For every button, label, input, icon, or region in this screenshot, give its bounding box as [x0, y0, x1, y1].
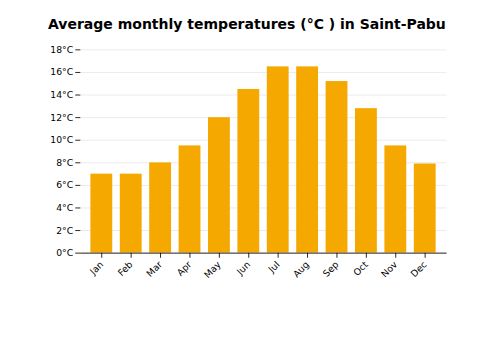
svg-text:Sep: Sep [320, 259, 340, 279]
svg-text:Oct: Oct [351, 259, 370, 278]
svg-text:Apr: Apr [174, 259, 193, 278]
svg-text:Feb: Feb [115, 259, 134, 278]
svg-text:Dec: Dec [408, 259, 428, 279]
svg-text:Jun: Jun [234, 259, 253, 278]
svg-text:Mar: Mar [144, 259, 164, 279]
svg-text:8°C: 8°C [56, 157, 73, 168]
svg-text:6°C: 6°C [56, 179, 73, 190]
svg-text:12°C: 12°C [50, 112, 73, 123]
svg-text:14°C: 14°C [50, 89, 73, 100]
svg-text:May: May [202, 258, 224, 280]
svg-text:2°C: 2°C [56, 225, 73, 236]
svg-text:Aug: Aug [291, 259, 312, 280]
svg-text:Nov: Nov [379, 258, 400, 279]
html-text:Average monthly temperatures (: Average monthly temperatures (°C ) in Sa… [48, 16, 446, 32]
svg-text:18°C: 18°C [50, 44, 73, 55]
svg-text:Jan: Jan [87, 259, 106, 278]
svg-text:Jul: Jul [265, 259, 281, 275]
svg-text:10°C: 10°C [50, 134, 73, 145]
svg-text:16°C: 16°C [50, 66, 73, 77]
svg-text:0°C: 0°C [56, 247, 73, 258]
svg-text:4°C: 4°C [56, 202, 73, 213]
